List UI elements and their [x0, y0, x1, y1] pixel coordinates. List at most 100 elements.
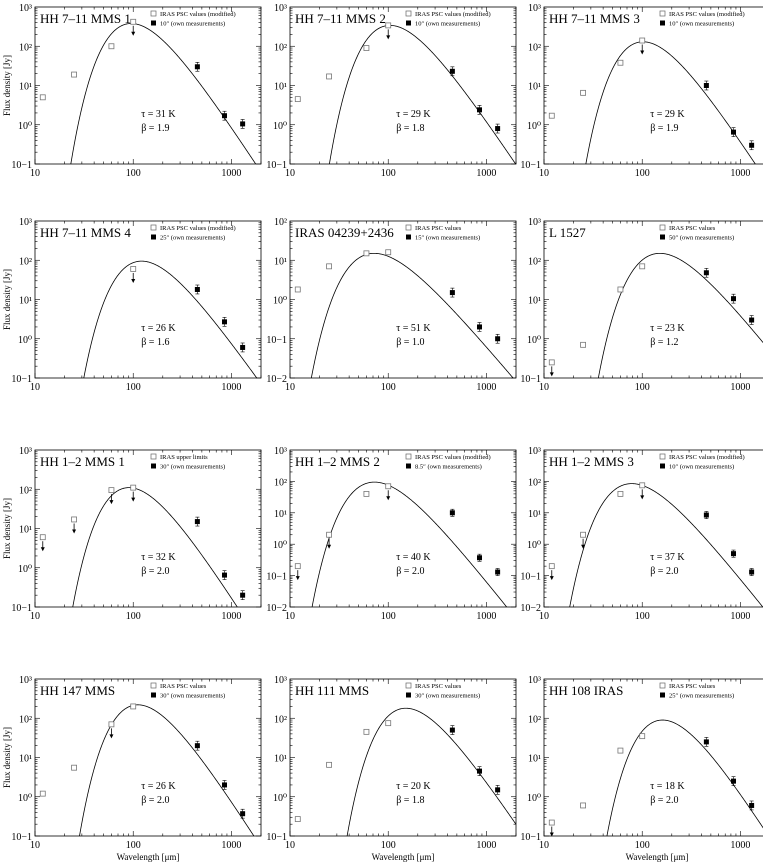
- y-axis-label: Flux density [Jy]: [2, 55, 12, 116]
- fit-temperature-label: τ = 40 K: [396, 552, 431, 563]
- y-tick-label: 10−2: [266, 603, 287, 614]
- fit-curve: [70, 23, 257, 164]
- sed-panel-2: 10 100 1000 10−1 10⁰ 10¹ 10² 10³ HH 7–11 MMS 2 IR…: [266, 3, 517, 179]
- y-tick-label: 10−1: [266, 335, 287, 346]
- legend-own-marker: [151, 692, 156, 698]
- own-point: [240, 592, 246, 598]
- x-tick-label: 1000: [730, 168, 750, 179]
- legend-iras-marker: [405, 453, 412, 460]
- own-point: [194, 743, 200, 749]
- upper-limit-arrowhead: [109, 500, 114, 505]
- fit-temperature-label: τ = 51 K: [396, 323, 431, 334]
- x-tick-label: 100: [126, 840, 141, 851]
- sed-panel-9: 10 100 1000 10−2 10−1 10⁰ 10¹ 10² 10³ HH 1–2 MMS …: [520, 446, 763, 622]
- own-point: [703, 512, 709, 518]
- y-tick-label: 10−1: [520, 374, 541, 385]
- y-tick-label: 10¹: [274, 256, 287, 267]
- iras-point: [71, 516, 77, 523]
- y-tick-label: 10⁰: [527, 540, 541, 551]
- upper-limit-arrowhead: [386, 35, 391, 40]
- iras-point: [71, 71, 77, 78]
- panel-title: IRAS 04239+2436: [295, 225, 394, 240]
- legend-iras-label: IRAS PSC values: [160, 683, 207, 690]
- panel-title: HH 1–2 MMS 3: [549, 454, 634, 469]
- legend-iras-marker: [659, 453, 666, 460]
- y-tick-label: 10³: [19, 217, 32, 228]
- panel-title: HH 111 MMS: [295, 683, 369, 698]
- plot-frame: [34, 678, 262, 837]
- plot-frame: [289, 449, 517, 608]
- x-tick-label: 10: [30, 168, 40, 179]
- y-tick-label: 10−2: [520, 603, 541, 614]
- own-point: [240, 121, 246, 127]
- x-tick-label: 1000: [221, 611, 241, 622]
- iras-point: [294, 96, 301, 103]
- x-tick-label: 100: [381, 611, 396, 622]
- legend-own-marker: [151, 20, 156, 26]
- plot-frame: [34, 220, 262, 379]
- legend-iras-label: IRAS PSC values (modified): [669, 454, 745, 461]
- x-tick-label: 10: [285, 382, 295, 393]
- y-tick-label: 10²: [19, 42, 32, 53]
- legend-own-label: 50″ (own measurements): [669, 235, 734, 242]
- y-tick-label: 10²: [528, 714, 541, 725]
- sed-panel-7: 10 100 1000 10−1 10⁰ 10¹ 10² 10³ Flux density [J…: [2, 446, 262, 622]
- legend-iras-marker: [659, 224, 666, 231]
- legend-iras-label: IRAS PSC values: [669, 683, 716, 690]
- legend-iras-marker: [405, 224, 412, 231]
- legend-own-marker: [660, 20, 665, 26]
- own-point: [703, 739, 709, 745]
- fit-beta-label: β = 1.8: [396, 795, 424, 806]
- y-tick-label: 10⁰: [18, 121, 32, 132]
- y-tick-label: 10¹: [528, 82, 541, 93]
- y-tick-label: 10−2: [266, 374, 287, 385]
- iras-point: [294, 286, 301, 293]
- own-point: [477, 768, 483, 774]
- fit-temperature-label: τ = 29 K: [650, 109, 685, 120]
- y-tick-label: 10⁰: [273, 540, 287, 551]
- y-tick-label: 10³: [274, 675, 287, 686]
- y-tick-label: 10⁰: [527, 793, 541, 804]
- fit-temperature-label: τ = 26 K: [141, 781, 176, 792]
- y-tick-label: 10⁰: [527, 335, 541, 346]
- iras-point: [548, 112, 555, 119]
- sed-panel-1: 10 100 1000 10−1 10⁰ 10¹ 10² 10³ Flux density [J…: [2, 3, 262, 179]
- iras-point: [363, 490, 370, 497]
- iras-point: [130, 484, 137, 491]
- iras-point: [385, 483, 392, 490]
- sed-panel-10: 10 100 1000 10−1 10⁰ 10¹ 10² 10³ Flux density [J…: [2, 675, 262, 862]
- legend-iras-label: IRAS PSC values (modified): [415, 454, 491, 461]
- own-point: [749, 142, 755, 148]
- iras-point: [639, 482, 646, 489]
- x-tick-label: 10: [539, 611, 549, 622]
- iras-point: [326, 73, 332, 80]
- sed-panel-4: 10 100 1000 10−1 10⁰ 10¹ 10² 10³ Flux density [J…: [2, 217, 262, 393]
- plot-frame: [34, 449, 262, 608]
- iras-point: [617, 490, 624, 497]
- legend-iras-label: IRAS PSC values: [415, 683, 462, 690]
- iras-point: [130, 703, 137, 710]
- iras-point: [580, 89, 586, 96]
- iras-point: [363, 45, 370, 51]
- y-tick-label: 10⁰: [18, 335, 32, 346]
- own-point: [495, 126, 501, 132]
- own-point: [240, 344, 246, 350]
- x-axis-label: Wavelength [μm]: [117, 852, 180, 862]
- fit-temperature-label: τ = 37 K: [650, 552, 685, 563]
- y-tick-label: 10¹: [19, 82, 32, 93]
- panel-title: HH 7–11 MMS 2: [295, 11, 386, 26]
- upper-limit-arrowhead: [295, 576, 300, 581]
- iras-point: [617, 747, 624, 754]
- x-tick-label: 1000: [476, 840, 496, 851]
- y-tick-label: 10−1: [520, 160, 541, 171]
- sed-panel-6: 10 100 1000 10−1 10⁰ 10¹ 10² 10³ L 1527 IRAS PSC …: [520, 217, 763, 393]
- y-tick-label: 10⁰: [273, 793, 287, 804]
- x-tick-label: 10: [30, 840, 40, 851]
- y-tick-label: 10²: [528, 477, 541, 488]
- y-tick-label: 10−1: [11, 603, 32, 614]
- fit-beta-label: β = 2.0: [396, 566, 424, 577]
- x-tick-label: 100: [126, 611, 141, 622]
- iras-point: [326, 531, 332, 538]
- y-tick-label: 10−1: [11, 160, 32, 171]
